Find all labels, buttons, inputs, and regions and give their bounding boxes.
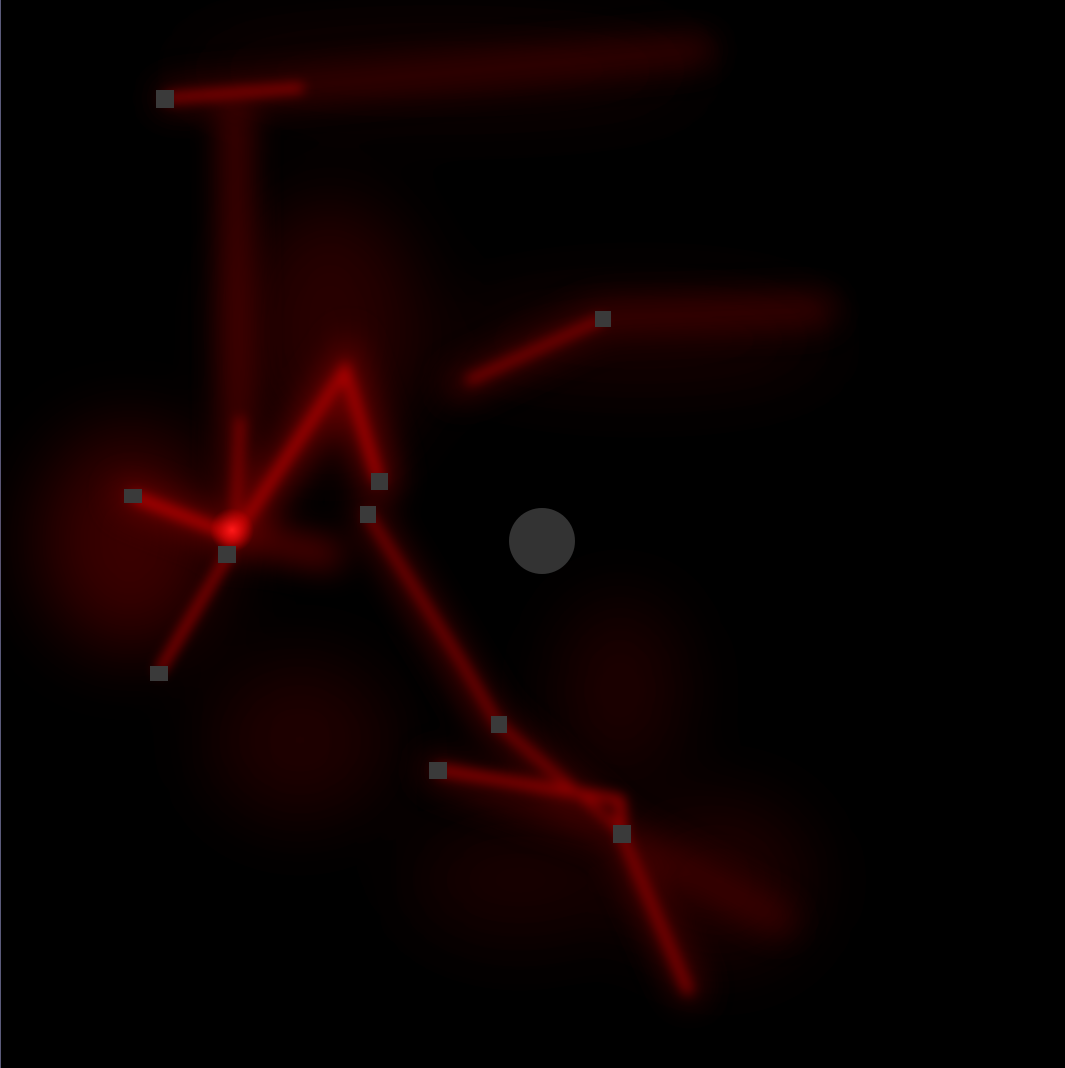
square-node-icon[interactable] (218, 546, 236, 563)
square-node-icon[interactable] (491, 716, 507, 733)
glow-hotspot (210, 508, 254, 552)
square-node-icon[interactable] (371, 473, 388, 490)
square-node-icon[interactable] (429, 762, 447, 779)
square-node-icon[interactable] (595, 311, 611, 327)
circle-player-icon[interactable] (509, 508, 575, 574)
square-node-icon[interactable] (124, 489, 142, 503)
square-node-icon[interactable] (360, 506, 376, 523)
viewport-left-border (0, 0, 1, 1068)
square-node-icon[interactable] (156, 90, 174, 108)
square-node-icon[interactable] (150, 666, 168, 681)
square-node-icon[interactable] (613, 825, 631, 843)
